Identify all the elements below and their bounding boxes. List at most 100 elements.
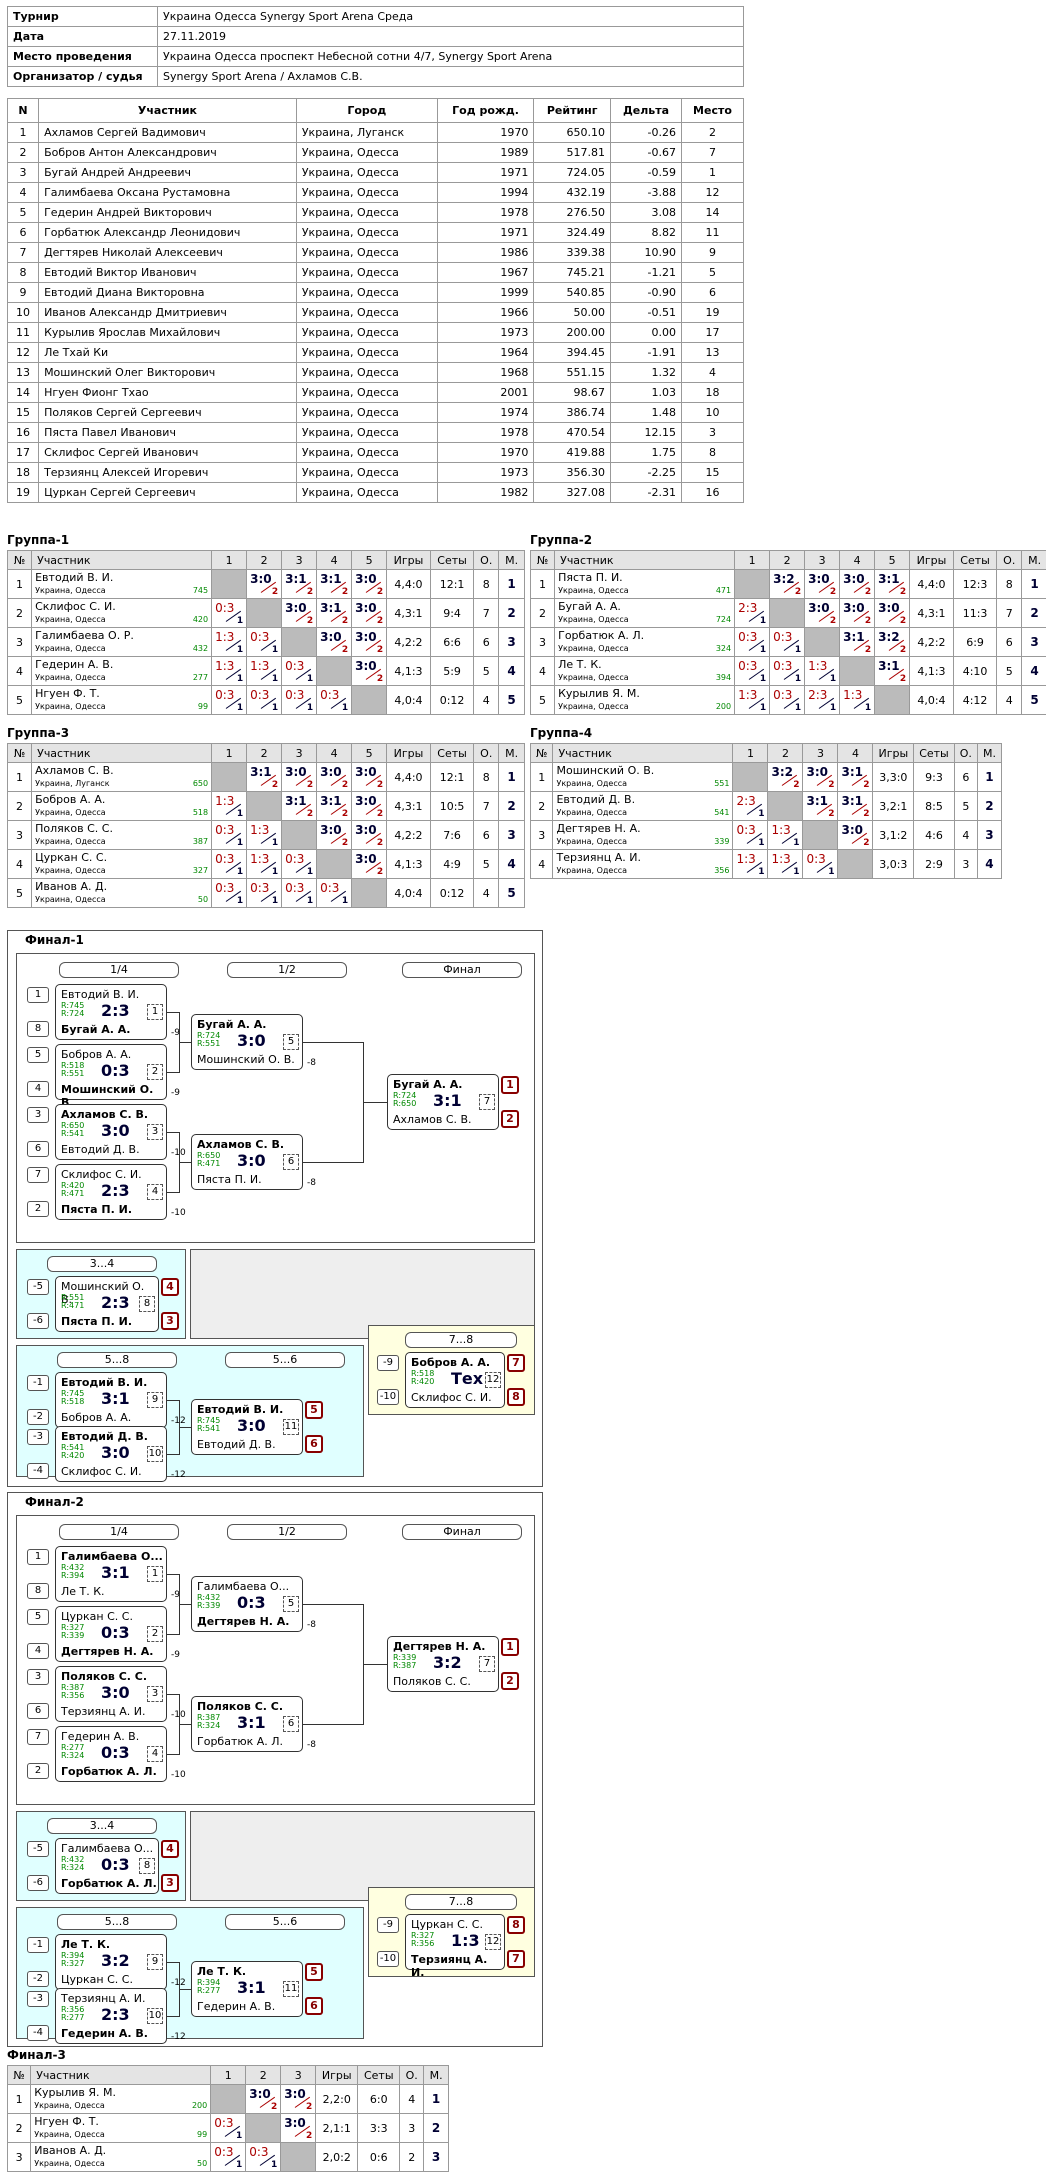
round-header: Финал: [402, 1524, 522, 1540]
column-header: 4: [837, 743, 874, 763]
match-points: 2: [899, 587, 907, 597]
tournament-info-table: Турнир Украина Одесса Synergy Sport Arena…: [7, 6, 744, 87]
match-points: 1: [829, 703, 837, 713]
match-points: 2: [863, 809, 870, 819]
player-cell: Мошинский О. В. Украина, Одесса 551: [552, 762, 734, 792]
player-bottom: Пяста П. И.: [61, 1315, 133, 1328]
rating-top: R:387: [61, 1683, 85, 1692]
match-number: 7: [479, 1094, 495, 1110]
participant-cell: 724.05: [533, 162, 612, 183]
place: 2: [976, 791, 1003, 821]
participant-cell: 1989: [436, 142, 535, 163]
points: 4: [399, 2084, 425, 2114]
column-header: Сеты: [357, 2065, 401, 2085]
match-points: 1: [236, 896, 244, 906]
loser-destination: -8: [307, 1740, 316, 1750]
score-cell: 3:0 2: [351, 762, 388, 792]
rating-bottom: R:324: [61, 1863, 85, 1872]
column-header: М.: [1021, 550, 1046, 570]
player-name: Цуркан С. С.: [35, 851, 108, 864]
column-header: 5: [351, 743, 388, 763]
match-number: 8: [139, 1296, 155, 1312]
points: 5: [953, 791, 978, 821]
column-header: 4: [316, 743, 353, 763]
bracket-line: [363, 1102, 387, 1103]
match-points: 1: [236, 867, 244, 877]
row-number: 3: [529, 627, 556, 657]
match-score: 0:3: [101, 1855, 130, 1874]
player-top: Евтодий В. И.: [197, 1403, 284, 1416]
match-points: 1: [271, 645, 279, 655]
rating-top: R:394: [197, 1978, 221, 1987]
score-cell: 3:1 2: [839, 627, 876, 657]
rating-bottom: R:356: [411, 1939, 435, 1948]
points: 7: [473, 791, 500, 821]
score-cell: [281, 820, 318, 850]
player-bottom: Бугай А. А.: [61, 1023, 131, 1036]
match-points: 1: [235, 2131, 243, 2141]
group-row: 3 Иванов А. Д. Украина, Одесса 50 0:3 1 0:3 1 2,…: [6, 2142, 449, 2172]
seed: -2: [27, 1971, 49, 1987]
place: 3: [1021, 627, 1046, 657]
match-score: 0:3: [320, 881, 340, 895]
score-cell: 0:3 1: [246, 685, 283, 715]
participant-cell: 1994: [436, 182, 535, 203]
player-sub: Украина, Одесса 200: [34, 2099, 207, 2112]
group-row: 4 Гедерин А. В. Украина, Одесса 277 1:3 1 1:3 1…: [6, 656, 525, 686]
bracket-line: [167, 1454, 179, 1455]
participant-cell: 1.48: [610, 402, 682, 423]
seed: 4: [27, 1081, 49, 1097]
player-name: Нгуен Ф. Т.: [35, 687, 100, 700]
column-header: О.: [996, 550, 1023, 570]
match-points: 1: [236, 809, 244, 819]
bracket-line: [167, 1192, 179, 1193]
player-top: Цуркан С. С.: [61, 1610, 133, 1623]
games: 4,4:0: [386, 569, 431, 599]
score-cell: 0:3 1: [316, 685, 353, 715]
column-header: Игры: [386, 743, 431, 763]
seed: -5: [27, 1279, 49, 1295]
player-bottom: Дегтярев Н. А.: [197, 1615, 290, 1628]
place: 3: [423, 2142, 449, 2172]
match-score: 3:0: [285, 601, 307, 615]
match-points: 1: [829, 674, 837, 684]
row-number: 3: [6, 2142, 32, 2172]
participant-cell: 2: [680, 122, 745, 143]
participant-cell: Украина, Одесса: [295, 402, 438, 423]
column-header: 5: [874, 550, 911, 570]
match-score: 3:0: [101, 1683, 130, 1702]
seed: -10: [377, 1951, 399, 1967]
player-city: Украина, Одесса: [34, 2130, 105, 2139]
info-key: Турнир: [7, 6, 158, 27]
row-number: 2: [6, 598, 33, 628]
place: 5: [1021, 685, 1046, 715]
player-top: Гедерин А. В.: [61, 1730, 140, 1743]
match-score: 3:0: [843, 601, 865, 615]
final-place: 1: [501, 1638, 519, 1656]
group-row: 1 Ахламов С. В. Украина, Луганск 650 3:1 2 3:0…: [6, 762, 525, 792]
participant-cell: 6: [6, 222, 40, 243]
points: 6: [473, 820, 500, 850]
row-number: 3: [6, 820, 33, 850]
column-header: Дельта: [610, 98, 682, 123]
participant-cell: Гедерин Андрей Викторович: [38, 202, 297, 223]
participant-cell: -2.25: [610, 462, 682, 483]
column-header: 1: [211, 550, 248, 570]
final-place: 3: [161, 1874, 179, 1892]
player-city: Украина, Одесса: [558, 673, 629, 682]
column-header: 3: [804, 550, 841, 570]
rating-top: R:518: [411, 1369, 435, 1378]
match-points: 1: [271, 838, 279, 848]
player-rating: 541: [714, 808, 730, 817]
participant-cell: Склифос Сергей Иванович: [38, 442, 297, 463]
match-score: 2:3: [101, 2005, 130, 2024]
column-header: 3: [802, 743, 839, 763]
participant-row: 5 Гедерин Андрей Викторович Украина, Одесс…: [6, 202, 745, 223]
match-score: 3:0: [355, 823, 377, 837]
match-points: 1: [793, 867, 800, 877]
games: 3,1:2: [872, 820, 915, 850]
match-score: 3:0: [101, 1121, 130, 1140]
participant-cell: 394.45: [533, 342, 612, 363]
match-score: 0:3: [101, 1061, 130, 1080]
match-box: Евтодий Д. В. R:541 R:420 3:0 Склифос С. И.: [55, 1426, 167, 1482]
